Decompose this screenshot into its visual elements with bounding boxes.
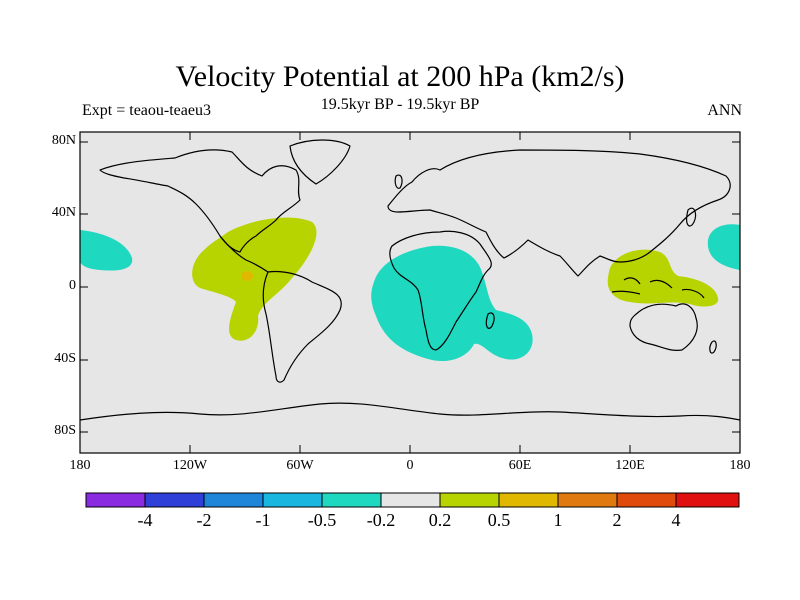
british-isles-coast [394,174,403,189]
japan-coast [686,207,697,227]
pacific-negative-area [80,230,133,271]
colorbar-box-9 [557,492,618,508]
america-positive-area [192,217,317,341]
colorbar-box-3 [203,492,264,508]
africa-coast [389,230,492,351]
eurasia-coast [387,149,731,277]
america-max-spot [241,271,253,281]
new-zealand-coast [709,340,717,354]
north-america-coast [99,149,301,253]
lat-tick-40n: 40N [51,205,76,220]
lon-tick-120e: 120E [615,458,645,473]
colorbar-box-2 [144,492,205,508]
colorbar-label-8: 1 [553,510,563,530]
south-america-coast [262,270,342,383]
colorbar [85,492,740,508]
colorbar-box-1 [85,492,146,508]
lon-tick-180e: 180 [729,458,751,473]
colorbar-box-10 [616,492,677,508]
season-label: ANN [707,102,742,119]
lat-tick-80s: 80S [54,423,76,438]
indonesia-coast [611,277,705,299]
lat-tick-80n: 80N [51,133,76,148]
lon-tick-180w: 180 [69,458,91,473]
lon-tick-120w: 120W [172,458,208,473]
colorbar-label-9: 2 [612,510,622,530]
colorbar-label-4: -0.5 [307,510,337,530]
colorbar-label-1: -4 [137,510,153,530]
nw-pacific-negative-area [707,224,740,270]
tick-marks [80,132,740,453]
coastlines [79,139,741,421]
colorbar-label-5: -0.2 [366,510,396,530]
colorbar-box-7 [439,492,500,508]
colorbar-label-10: 4 [671,510,681,530]
colorbar-label-7: 0.5 [487,510,511,530]
central-america-coast [219,235,269,273]
colorbar-label-2: -2 [196,510,212,530]
lon-tick-0: 0 [406,458,414,473]
plot-title: Velocity Potential at 200 hPa (km2/s) [175,60,625,93]
maritime-positive-area [607,249,719,307]
greenland-coast [289,139,351,185]
lat-tick-0: 0 [69,278,76,293]
contour-fills [80,217,740,362]
lon-tick-60w: 60W [286,458,314,473]
colorbar-box-6 [380,492,441,508]
colorbar-box-11 [675,492,740,508]
plot-subtitle: 19.5kyr BP - 19.5kyr BP [320,96,480,113]
colorbar-label-3: -1 [255,510,271,530]
australia-coast [629,303,698,351]
colorbar-label-6: 0.2 [428,510,452,530]
colorbar-box-4 [262,492,323,508]
madagascar-coast [485,312,495,329]
colorbar-box-8 [498,492,559,508]
antarctica-coast [79,402,741,421]
lon-tick-60e: 60E [508,458,532,473]
africa-negative-area [371,245,533,362]
experiment-label: Expt = teaou-teaeu3 [82,102,211,119]
lat-tick-40s: 40S [54,351,76,366]
colorbar-box-5 [321,492,382,508]
